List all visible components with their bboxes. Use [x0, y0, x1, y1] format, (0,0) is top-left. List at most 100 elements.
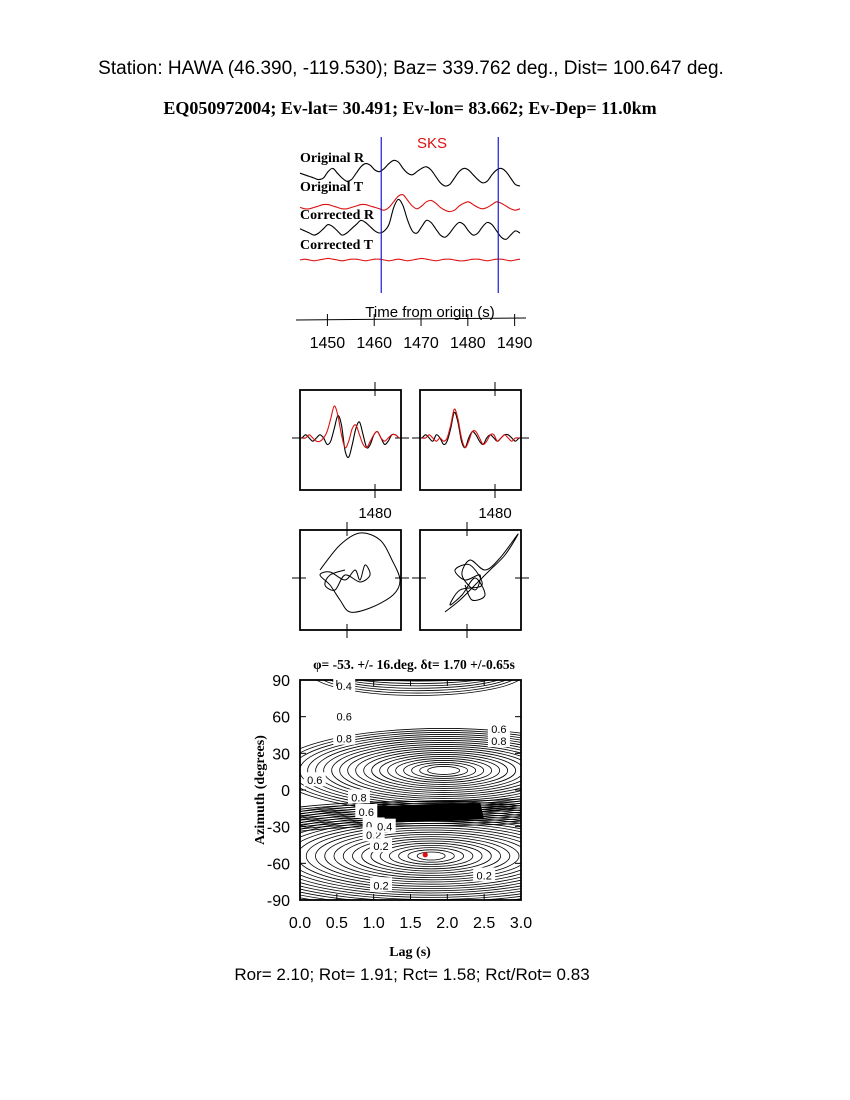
contour-line: [416, 851, 446, 861]
contour-line: [347, 746, 521, 795]
particle-motion-frame: [419, 529, 522, 631]
contour-line: [370, 840, 492, 872]
contour-line: [323, 740, 521, 801]
contour-line: [379, 842, 483, 870]
contour-label-bg: [347, 789, 370, 804]
contour-label: 0.2: [373, 841, 388, 853]
contour-line: [398, 847, 465, 865]
contour-label-bg: [333, 708, 356, 723]
contour-line: [300, 809, 521, 900]
waveform-box-corrected: [412, 382, 529, 498]
contour-line: [387, 756, 501, 785]
contour-line: [300, 823, 521, 889]
contour-y-tick-label: -30: [267, 820, 290, 837]
contour-y-tick-label: -60: [267, 856, 290, 873]
ratio-summary-line: Ror= 2.10; Rot= 1.91; Rct= 1.58; Rct/Rot…: [234, 965, 590, 984]
time-axis-tick-label: 1490: [497, 335, 533, 352]
contour-line: [389, 845, 474, 868]
waveform-box-original: [292, 382, 409, 498]
best-fit-marker: [422, 852, 428, 858]
trace-label-corrected-r: Corrected R: [300, 208, 375, 223]
contour-line: [419, 764, 469, 777]
contour-dense-band: [373, 803, 485, 823]
contour-label-bg: [370, 877, 393, 892]
contour-line: [300, 800, 521, 810]
contour-line: [371, 752, 517, 789]
contour-label-bg: [333, 678, 356, 693]
contour-line: [331, 742, 521, 799]
contour-line: [300, 820, 521, 830]
contour-line: [300, 816, 521, 896]
trace-label-corrected-t: Corrected T: [300, 238, 374, 253]
contour-label-bg: [487, 720, 510, 735]
contour-line: [355, 748, 521, 793]
contour-y-tick-label: 60: [272, 710, 290, 727]
trace-label-original-t: Original T: [300, 180, 364, 195]
contour-label: 0.8: [491, 736, 506, 748]
trace-corrected-t: [299, 257, 521, 262]
particle-motion-frame: [299, 529, 402, 631]
particle-motion-original: [292, 522, 409, 638]
contour-label-bg: [473, 867, 496, 882]
contour-x-tick-label: 2.5: [473, 915, 495, 932]
contour-line: [395, 758, 493, 783]
contour-line: [333, 831, 521, 881]
event-info-line: EQ050972004; Ev-lat= 30.491; Ev-lon= 83.…: [163, 98, 657, 118]
time-axis-tick-label: 1480: [450, 335, 486, 352]
contour-plot: 0.40.60.80.60.80.60.80.60.40.20.40.20.20…: [267, 673, 532, 932]
contour-y-tick-label: -90: [267, 893, 290, 910]
time-axis-tick-label: 1460: [356, 335, 392, 352]
trace-original-t: [299, 194, 521, 213]
time-axis-tick-label: 1470: [403, 335, 439, 352]
contour-label-bg: [373, 818, 396, 833]
contour-label-bg: [303, 772, 326, 787]
contour-line: [407, 849, 455, 863]
contour-label: 0.6: [491, 724, 506, 736]
contour-label: 0.8: [337, 734, 352, 746]
contour-label: 0.2: [477, 871, 492, 883]
contour-line: [315, 680, 520, 696]
contour-y-tick-label: 30: [272, 746, 290, 763]
waveform-trace-black: [421, 411, 520, 449]
contour-label-bg: [333, 730, 356, 745]
waveform-trace-black: [301, 415, 400, 459]
contour-label: 0.6: [307, 775, 322, 787]
contour-label: 0.4: [377, 822, 392, 834]
contour-line: [344, 680, 491, 687]
seismogram-panel: [299, 137, 521, 293]
waveform-trace-red: [301, 405, 400, 449]
time-axis-line: [295, 317, 527, 321]
trace-label-original-r: Original R: [300, 151, 365, 166]
contour-line: [375, 680, 461, 682]
contour-x-tick-label: 2.0: [436, 915, 458, 932]
contour-x-tick-label: 0.0: [289, 915, 311, 932]
contour-line: [342, 834, 520, 879]
contour-x-axis-label: Lag (s): [389, 945, 431, 960]
contour-label-bg: [487, 733, 510, 748]
time-axis-label: Time from origin (s): [365, 304, 494, 321]
contour-x-tick-label: 3.0: [510, 915, 532, 932]
contour-line: [328, 680, 507, 692]
contour-line: [427, 766, 461, 775]
contour-line: [300, 807, 521, 900]
waveform-frame: [419, 389, 522, 491]
contour-label: 0.6: [337, 712, 352, 724]
contour-label: 0.2: [373, 880, 388, 892]
particle-motion-path: [444, 533, 519, 613]
contour-line: [336, 680, 500, 689]
particle-motion-corrected: [412, 522, 529, 638]
contour-x-tick-label: 0.5: [326, 915, 348, 932]
contour-label: 0.8: [351, 792, 366, 804]
waveform-box-corrected-tick-label: 1480: [478, 505, 511, 522]
station-info-line: Station: HAWA (46.390, -119.530); Baz= 3…: [98, 58, 724, 79]
contour-lines: [300, 680, 521, 900]
contour-y-tick-label: 90: [272, 673, 290, 690]
sks-phase-label: SKS: [417, 135, 447, 152]
contour-title: φ= -53. +/- 16.deg. δt= 1.70 +/-0.65s: [313, 657, 515, 672]
waveform-frame: [299, 389, 402, 491]
contour-x-tick-label: 1.0: [363, 915, 385, 932]
contour-line: [300, 798, 521, 808]
contour-y-tick-label: 0: [281, 783, 290, 800]
trace-corrected-r: [299, 198, 521, 240]
contour-line: [300, 822, 521, 832]
